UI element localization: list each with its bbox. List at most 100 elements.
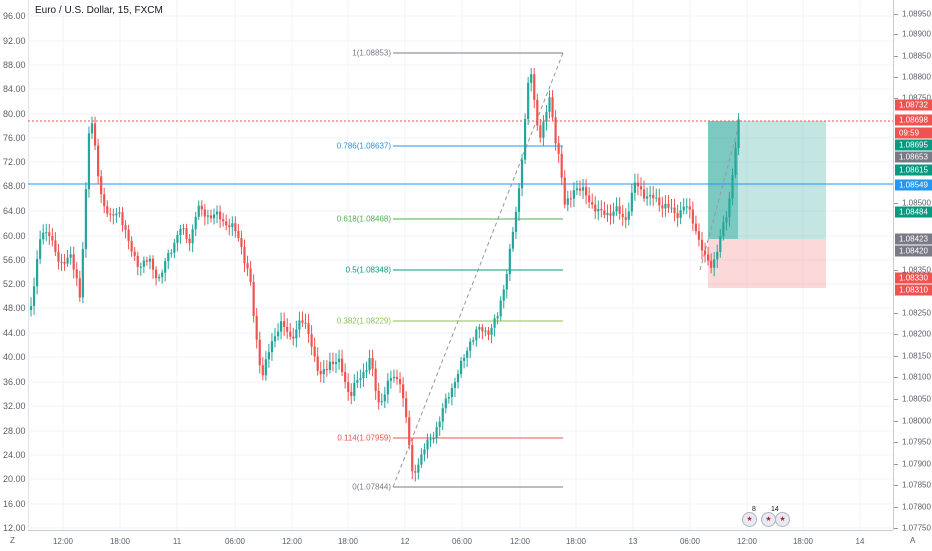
us-flag-event-icon[interactable]: ★	[742, 512, 757, 527]
candle-body	[255, 315, 258, 340]
candle-body	[560, 153, 563, 178]
price-axis-tick	[894, 270, 898, 271]
candle-body	[432, 437, 435, 440]
candle-body	[173, 242, 176, 253]
candle-body	[520, 159, 524, 189]
time-axis[interactable]: 12:00 18:00 11 06:00 12:00 18:00 12 06:00 12:00 1…	[28, 530, 893, 551]
candle-body	[581, 187, 585, 191]
candle-body	[246, 263, 249, 269]
candle-body	[48, 232, 51, 237]
price-axis-label: 1.07750	[902, 523, 931, 533]
candle-body	[737, 119, 740, 148]
auto-scale-button[interactable]: A	[910, 536, 916, 545]
time-axis-label: 13	[628, 537, 638, 546]
us-flag-event-icon[interactable]: ★	[761, 512, 776, 527]
candle-body	[179, 229, 182, 236]
price-axis[interactable]: 1.08950 1.08900 1.08850 1.08800 1.08750 1.085…	[893, 0, 932, 533]
candle-body	[514, 211, 518, 232]
price-axis-label: 1.08950	[902, 9, 931, 19]
price-axis-tick	[894, 14, 898, 15]
candle-body	[292, 336, 295, 339]
candle-body	[209, 215, 213, 219]
us-flag-event-icon[interactable]: ★	[775, 512, 790, 527]
candle-body	[182, 228, 185, 230]
candle-body	[313, 346, 316, 357]
candle-body	[191, 229, 194, 244]
candle-body	[533, 74, 536, 100]
candle-body	[286, 326, 289, 332]
candle-body	[545, 111, 548, 122]
candle-body	[530, 74, 533, 83]
fib-level-label: 0.786(1.08637)	[336, 141, 391, 151]
candle-body	[713, 259, 716, 268]
price-badge: 1.08732	[895, 99, 932, 111]
candle-body	[386, 380, 389, 395]
candle-body	[319, 370, 322, 375]
candle-body	[289, 331, 292, 337]
candle-body	[219, 211, 222, 220]
candle-body	[66, 257, 69, 264]
candle-body	[478, 327, 481, 330]
left-axis-label: 80.00	[3, 109, 26, 119]
candle-body	[69, 254, 72, 258]
candle-body	[630, 192, 633, 212]
candle-body	[597, 208, 600, 212]
price-axis-tick	[894, 507, 898, 508]
price-axis-tick	[894, 485, 898, 486]
left-axis-label: 16.00	[3, 499, 26, 509]
zoom-button[interactable]: Z	[10, 536, 15, 545]
candle-body	[103, 194, 106, 207]
symbol-title[interactable]: Euro / U.S. Dollar, 15, FXCM	[35, 5, 163, 16]
candle-body	[731, 175, 734, 199]
candle-body	[139, 266, 142, 268]
candle-body	[402, 384, 405, 399]
left-indicator-axis[interactable]: 96.00 92.00 88.00 84.00 80.00 76.00 72.00 68.00…	[0, 0, 29, 533]
candle-body	[261, 365, 264, 376]
candle-body	[84, 189, 87, 250]
candle-body	[447, 397, 450, 399]
price-chart-canvas[interactable]	[28, 0, 893, 530]
candle-body	[42, 232, 45, 240]
fib-level-label: 0(1.07844)	[352, 482, 391, 492]
candle-body	[374, 368, 377, 391]
left-axis-label: 56.00	[3, 255, 26, 265]
price-axis-tick	[894, 56, 898, 57]
candle-body	[362, 371, 365, 379]
candle-body	[54, 240, 57, 252]
candle-body	[420, 454, 423, 465]
candle-body	[435, 427, 438, 438]
price-axis-tick	[894, 528, 898, 529]
candle-body	[615, 206, 618, 212]
candle-body	[93, 123, 97, 146]
candle-body	[249, 268, 252, 283]
left-axis-label: 24.00	[3, 450, 26, 460]
candle-body	[72, 254, 75, 270]
candle-body	[39, 239, 42, 259]
candle-body	[502, 289, 505, 301]
candle-body	[280, 321, 283, 332]
left-axis-label: 36.00	[3, 377, 26, 387]
candle-body	[389, 378, 392, 381]
candle-body	[499, 300, 502, 317]
candle-body	[734, 147, 737, 176]
candle-body	[304, 322, 307, 324]
price-badge: 1.08330	[895, 272, 932, 284]
time-axis-label: 06:00	[224, 537, 246, 546]
candle-body	[688, 206, 691, 210]
price-axis-label: 1.07800	[902, 502, 931, 512]
candle-body	[51, 236, 54, 241]
candle-body	[359, 378, 362, 380]
left-axis-label: 60.00	[3, 231, 26, 241]
candle-body	[341, 358, 344, 373]
candle-body	[347, 382, 350, 392]
candle-body	[670, 207, 673, 209]
candle-body	[591, 201, 594, 205]
time-axis-label: 11	[172, 537, 182, 546]
left-axis-label: 20.00	[3, 474, 26, 484]
candle-body	[405, 398, 408, 418]
candle-body	[554, 117, 557, 144]
candle-body	[307, 323, 310, 335]
left-axis-label: 96.00	[3, 11, 26, 21]
price-axis-label: 1.08900	[902, 29, 931, 39]
